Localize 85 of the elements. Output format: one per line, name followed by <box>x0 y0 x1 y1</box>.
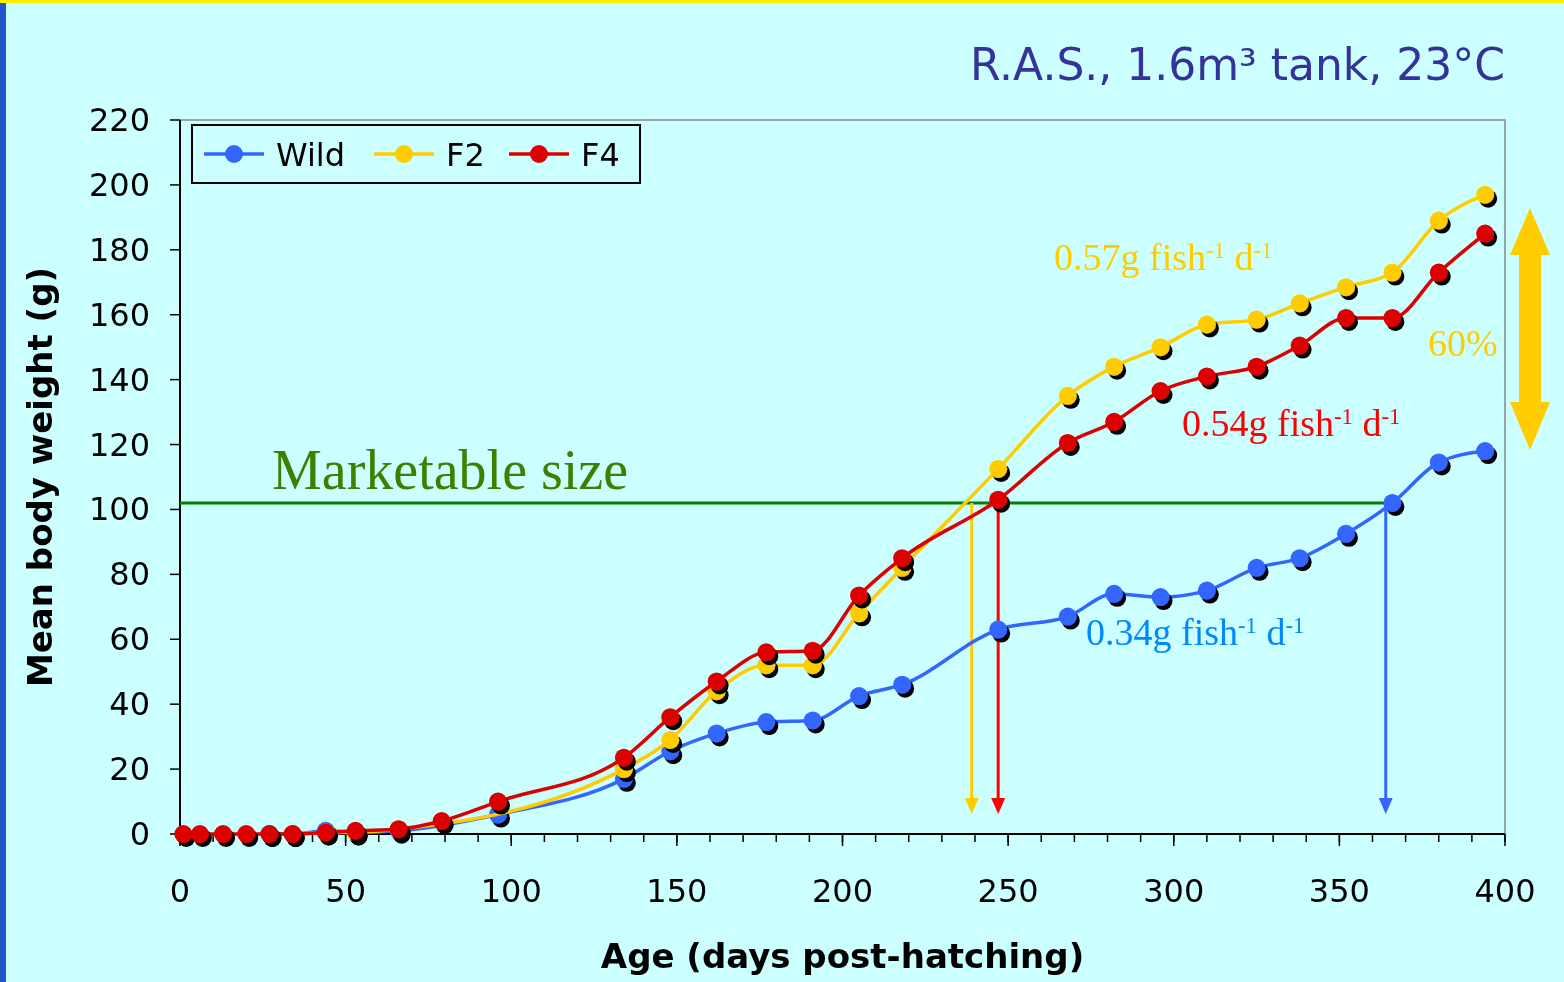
y-tick-label: 60 <box>109 620 150 659</box>
chart-title: R.A.S., 1.6m³ tank, 23°C <box>970 39 1505 90</box>
point <box>661 708 680 727</box>
x-tick-label: 200 <box>811 872 874 910</box>
point <box>1429 453 1448 472</box>
point <box>1476 185 1495 204</box>
point <box>1197 581 1216 600</box>
point <box>214 825 233 843</box>
point <box>1197 367 1216 386</box>
y-tick-label: 220 <box>88 101 150 139</box>
annotation: 0.34g fish$^{-1}$ d$^{-1}$ <box>1086 611 1305 653</box>
x-tick-label: 0 <box>169 872 191 910</box>
y-tick-label: 200 <box>88 165 150 204</box>
annotation: 60% <box>1428 322 1498 364</box>
x-tick-label: 250 <box>977 872 1039 910</box>
point <box>1429 211 1448 230</box>
y-tick-label: 120 <box>88 425 150 464</box>
x-tick-label: 50 <box>325 872 366 910</box>
point <box>1476 442 1495 461</box>
point <box>803 711 822 730</box>
point <box>803 641 822 660</box>
y-tick-label: 0 <box>129 815 150 853</box>
point <box>707 724 726 743</box>
x-tick-label: 150 <box>646 872 708 910</box>
point <box>1383 308 1402 327</box>
point <box>1105 357 1124 376</box>
point <box>1105 412 1124 431</box>
point <box>1247 310 1266 329</box>
point <box>1247 357 1266 376</box>
point <box>174 825 193 843</box>
annotation: 0.57g fish$^{-1}$ d$^{-1}$ <box>1054 236 1273 278</box>
point <box>237 825 256 843</box>
y-tick-label: 180 <box>88 230 150 269</box>
point <box>1290 336 1309 355</box>
point <box>661 730 680 749</box>
point <box>1151 382 1170 400</box>
y-axis-title: Mean body weight (g) <box>20 266 60 688</box>
y-tick-label: 40 <box>109 685 150 724</box>
point <box>893 675 912 694</box>
point <box>1383 263 1402 282</box>
point <box>989 490 1008 509</box>
point <box>1058 386 1077 405</box>
ref-line-label: Marketable size <box>272 438 629 501</box>
legend-label: F4 <box>581 136 620 174</box>
x-tick-label: 300 <box>1143 872 1205 910</box>
point <box>1151 338 1170 357</box>
x-tick-label: 400 <box>1474 872 1536 910</box>
point <box>1105 584 1124 603</box>
x-axis-title: Age (days post-hatching) <box>600 936 1085 976</box>
point <box>1337 308 1355 327</box>
y-tick-label: 100 <box>88 490 150 529</box>
annotation: 0.54g fish$^{-1}$ d$^{-1}$ <box>1182 402 1401 444</box>
point <box>190 825 209 843</box>
point <box>1429 263 1448 282</box>
x-tick-label: 100 <box>480 872 542 910</box>
point <box>1197 315 1216 334</box>
point <box>1290 549 1309 568</box>
point <box>989 459 1008 478</box>
point <box>1337 524 1355 543</box>
point <box>489 792 507 811</box>
y-tick-label: 20 <box>109 750 150 789</box>
y-tick-label: 140 <box>88 360 150 399</box>
point <box>1151 588 1170 607</box>
x-tick-label: 350 <box>1308 872 1370 910</box>
point <box>1058 607 1077 626</box>
point <box>1337 278 1355 297</box>
y-tick-label: 80 <box>109 555 150 594</box>
point <box>893 549 912 568</box>
point <box>989 620 1008 639</box>
point <box>850 586 869 605</box>
point <box>757 713 776 732</box>
point <box>850 604 869 623</box>
legend-label: F2 <box>446 136 485 174</box>
point <box>757 643 776 662</box>
point <box>1383 493 1402 512</box>
point <box>707 672 726 691</box>
point <box>1290 294 1309 313</box>
point <box>1247 558 1266 577</box>
point <box>1476 224 1495 243</box>
point <box>432 812 451 831</box>
point <box>1058 433 1077 452</box>
legend-label: Wild <box>276 136 346 174</box>
point <box>850 687 869 706</box>
y-tick-label: 160 <box>88 295 150 334</box>
point <box>614 748 633 767</box>
